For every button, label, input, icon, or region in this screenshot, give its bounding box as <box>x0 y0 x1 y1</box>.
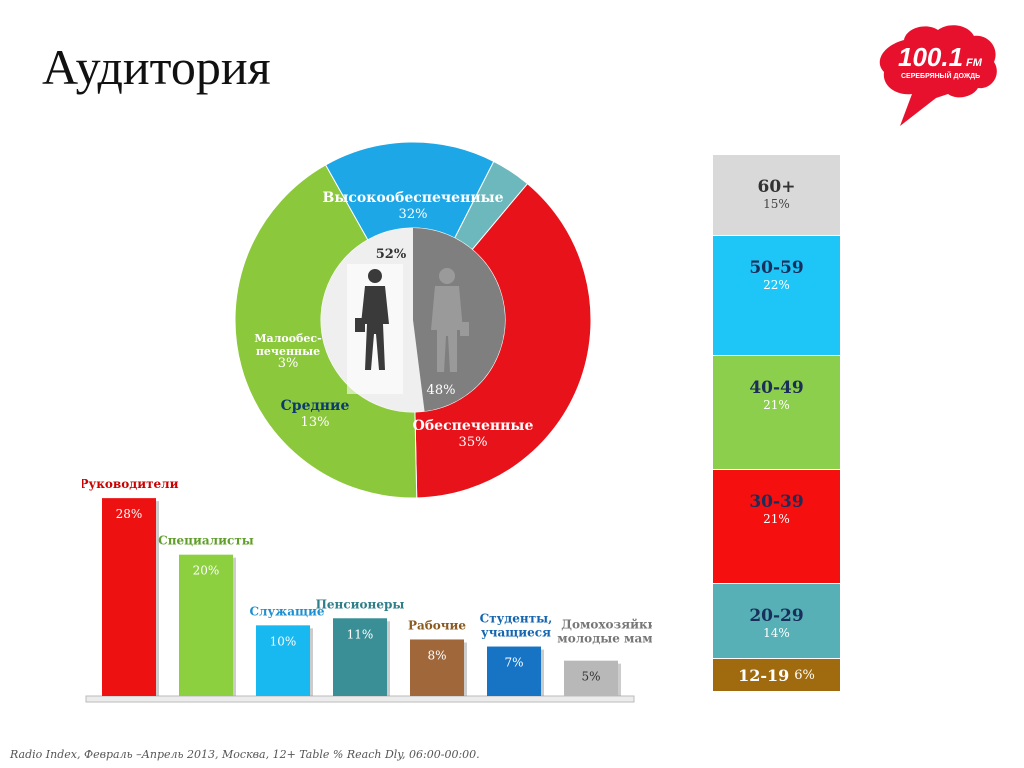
donut-slice-label: Малообес-печенные <box>254 332 321 358</box>
bar-category-label: Рабочие <box>408 618 466 632</box>
age-segment-value: 21% <box>763 511 790 526</box>
page-title: Аудитория <box>42 39 271 95</box>
bar-value-label: 28% <box>116 507 143 521</box>
donut-slice-value: 32% <box>399 207 428 222</box>
bar <box>564 660 618 696</box>
age-segment: 60+ 15% <box>713 155 840 237</box>
bar-value-label: 5% <box>581 670 600 684</box>
bar <box>256 625 310 696</box>
radio-logo: 100.1 FM СЕРЕБРЯНЫЙ ДОЖДЬ <box>879 25 997 127</box>
bar-value-label: 11% <box>347 627 374 641</box>
donut-slice-value: 13% <box>301 415 330 430</box>
bar-value-label: 8% <box>427 648 446 662</box>
bar-category-label: Специалисты <box>158 534 254 548</box>
age-segment-label: 12-19 <box>738 665 790 685</box>
bar <box>333 618 387 696</box>
age-segment-label: 60+ <box>757 177 796 197</box>
age-segment-label: 40-49 <box>749 377 804 398</box>
donut-slice-value: 35% <box>459 435 488 450</box>
businessman-icon <box>431 268 469 372</box>
age-segment: 50-59 22% <box>713 236 840 356</box>
bar-category-label: Руководители <box>82 477 179 491</box>
age-segment-value: 21% <box>763 397 790 412</box>
donut-slice-label: Высокообеспеченные <box>322 190 503 206</box>
occupation-bar-chart: 28% Руководители 20% Специалисты 10% Служащие… <box>82 477 652 703</box>
logo-fm: FM <box>966 57 983 69</box>
bar-category-label: Домохозяйки,молодые мамы <box>557 618 652 646</box>
source-footnote: Radio Index, Февраль –Апрель 2013, Москв… <box>10 748 480 761</box>
bar <box>487 646 541 696</box>
logo-frequency: 100.1 <box>898 42 963 72</box>
businesswoman-icon <box>347 264 403 394</box>
age-segment-value: 22% <box>763 278 790 293</box>
bar-category-label: Служащие <box>249 604 324 618</box>
age-stacked-bar: 60+ 15% 50-59 22% 40-49 21% 30-39 21% 20-29 14% 12… <box>713 155 840 692</box>
donut-slice-label: Обеспеченные <box>413 418 534 434</box>
bar-category-label: Пенсионеры <box>316 597 405 611</box>
age-segment: 20-29 14% <box>713 583 840 660</box>
age-segment-label: 20-29 <box>749 605 804 626</box>
bar <box>179 554 233 696</box>
age-segment-value: 6% <box>794 667 815 683</box>
inner-male-value: 48% <box>427 383 456 398</box>
age-segment: 30-39 21% <box>713 469 840 584</box>
bar-category-label: Студенты, учащиеся <box>480 612 553 640</box>
age-segment: 12-19 6% <box>713 659 840 692</box>
age-segment-label: 30-39 <box>749 491 804 512</box>
donut-slice-label: Средние <box>281 398 350 414</box>
donut-slice-value: 3% <box>278 356 299 371</box>
bar <box>410 639 464 696</box>
inner-female-value: 52% <box>376 247 407 262</box>
age-segment-value: 14% <box>763 625 790 640</box>
logo-station-name: СЕРЕБРЯНЫЙ ДОЖДЬ <box>901 71 980 80</box>
bar <box>102 498 156 696</box>
bar-value-label: 10% <box>270 634 297 648</box>
bar-chart-floor <box>85 695 635 703</box>
bar-value-label: 7% <box>504 656 523 670</box>
age-segment-value: 15% <box>763 197 790 211</box>
logo-cloud <box>879 25 997 127</box>
age-segment-label: 50-59 <box>749 258 804 279</box>
age-segment: 40-49 21% <box>713 355 840 470</box>
bar-value-label: 20% <box>193 564 220 578</box>
